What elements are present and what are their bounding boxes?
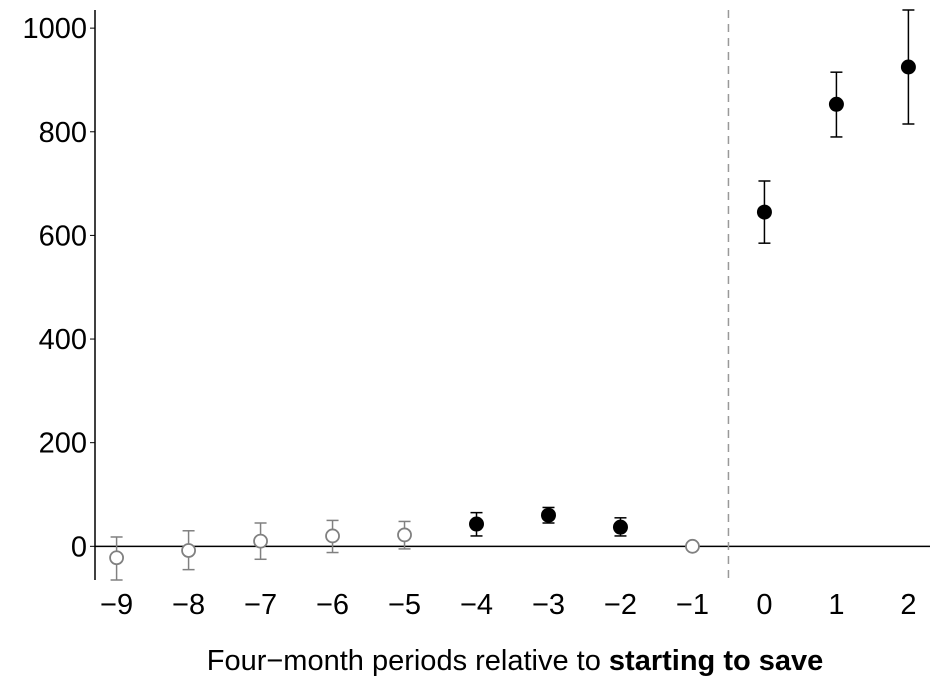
point-marker-filled [900,59,916,75]
data-point [253,522,268,561]
x-tick-label: −9 [100,589,133,621]
x-axis-label: Four−month periods relative to starting … [207,645,824,677]
x-tick-label: −3 [532,589,565,621]
point-marker-filled [469,516,485,532]
x-tick-label: 2 [900,589,916,621]
data-point [756,180,772,244]
x-tick-label: 0 [756,589,772,621]
x-axis-label-normal: Four−month periods relative to [207,645,609,677]
data-point [109,536,124,581]
x-tick-label: −4 [460,589,493,621]
point-marker-filled [756,204,772,220]
data-point [469,511,485,537]
point-marker-hollow [325,528,340,544]
point-marker-hollow [181,543,196,558]
x-tick-label: −8 [172,589,205,621]
data-point [900,9,916,125]
point-marker-filled [828,96,844,112]
x-tick-label: −7 [244,589,277,621]
data-point [181,530,196,571]
data-point [325,519,340,554]
x-tick-label: −6 [316,589,349,621]
x-tick-label: 1 [828,589,844,621]
reference-lines [95,10,930,580]
data-point [612,517,628,537]
y-tick-label: 400 [39,324,87,356]
point-marker-hollow [109,550,124,566]
x-axis-label-bold: starting to save [609,645,823,677]
y-tick-label: 600 [39,220,87,252]
point-marker-filled [540,507,556,523]
data-point [685,538,700,554]
data-point [397,520,412,550]
point-marker-hollow [685,538,700,554]
data-point [540,506,556,524]
x-tick-label: −5 [388,589,421,621]
point-marker-hollow [253,533,268,549]
x-tick-label: −1 [676,589,709,621]
y-axis: 0 200 400 600 800 1000 [22,10,96,580]
point-marker-filled [612,519,628,535]
y-tick-label: 800 [39,117,87,149]
data-points [109,9,916,581]
y-tick-label: 0 [71,531,87,563]
x-tick-label: −2 [604,589,637,621]
x-axis: −9 −8 −7 −6 −5 −4 −3 −2 −1 0 1 2 [100,589,916,621]
data-point [828,71,844,138]
point-marker-hollow [397,527,412,543]
y-tick-label: 200 [39,428,87,460]
y-tick-label: 1000 [22,13,87,45]
